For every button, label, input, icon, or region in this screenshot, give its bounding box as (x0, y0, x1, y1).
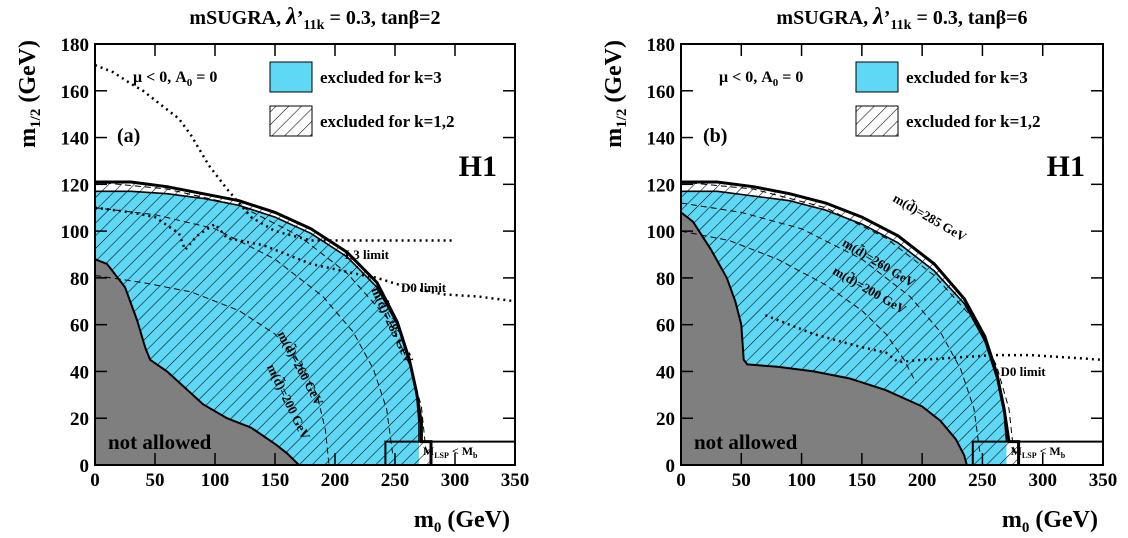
legend-swatch-k12 (855, 105, 899, 137)
h1-logo: H1 (1047, 150, 1085, 183)
parameter-label: μ < 0, A0 = 0 (133, 69, 217, 89)
y-tick-label: 40 (656, 362, 675, 383)
squark-285-contour (681, 181, 1015, 454)
y-tick-label: 180 (61, 35, 90, 56)
panel-b: 0 50 100 150 200 250 300 350 0 20 40 60 80 100 120 140 1… (601, 4, 1118, 536)
y-axis-title: m1/2 (GeV) (601, 40, 630, 148)
mlsp-boundary (384, 440, 515, 465)
legend-swatch-k3 (855, 61, 899, 93)
parameter-label: μ < 0, A0 = 0 (719, 69, 803, 89)
y-tick-label: 140 (61, 129, 90, 150)
y-tick-label: 120 (61, 175, 90, 196)
x-tick-label: 50 (146, 470, 165, 491)
x-tick-label: 0 (90, 470, 100, 491)
legend-swatch-k3 (269, 61, 313, 93)
x-tick-label: 350 (1089, 470, 1118, 491)
y-axis-title: m1/2 (GeV) (15, 40, 44, 148)
x-tick-label: 200 (908, 470, 937, 491)
y-tick-label: 100 (61, 222, 90, 243)
y-tick-label: 180 (647, 35, 676, 56)
panel-letter: (b) (703, 125, 727, 147)
not-allowed-label: not allowed (108, 430, 212, 454)
x-tick-label: 200 (321, 470, 350, 491)
x-tick-label: 250 (381, 470, 410, 491)
plot-area (95, 63, 515, 465)
y-tick-label: 20 (656, 409, 675, 430)
legend-label-k3: excluded for k=3 (906, 68, 1028, 87)
legend-label-k12: excluded for k=1,2 (320, 112, 455, 131)
panel-a: 0 50 100 150 200 250 300 350 0 20 40 60 80 100 120 140 1… (15, 4, 530, 536)
y-tick-label: 40 (70, 362, 89, 383)
x-axis-title: m0 (GeV) (1002, 507, 1098, 533)
x-tick-label: 250 (968, 470, 997, 491)
y-tick-label: 160 (647, 82, 676, 103)
d0-limit-label: D0 limit (401, 280, 447, 295)
plot-area (681, 180, 1103, 465)
excluded-boundary (681, 180, 1021, 465)
x-tick-label: 100 (787, 470, 816, 491)
x-tick-label: 150 (261, 470, 290, 491)
y-tick-label: 100 (647, 222, 676, 243)
excluded-boundary (95, 180, 433, 465)
squark-260-contour (95, 207, 394, 454)
squark-200-contour (95, 275, 330, 465)
mlsp-boundary (971, 440, 1103, 465)
h1-logo: H1 (459, 150, 497, 183)
y-tick-label: 0 (80, 456, 90, 477)
squark-285-contour (95, 181, 427, 454)
panel-letter: (a) (117, 125, 140, 147)
y-tick-label: 0 (666, 456, 676, 477)
squark-260-contour (681, 202, 981, 454)
mlsp-label: MLSP < Mb (423, 444, 478, 460)
x-tick-label: 150 (848, 470, 877, 491)
chart-title: mSUGRA, λ’11k = 0.3, tanβ=2 (189, 4, 440, 33)
plot-frame (94, 43, 516, 466)
y-tick-label: 20 (70, 409, 89, 430)
excluded-k3-boundary (681, 190, 1008, 442)
mlsp-label: MLSP < Mb (1011, 444, 1066, 460)
l3-limit-label: L3 limit (345, 247, 390, 262)
y-tick-label: 120 (647, 175, 676, 196)
y-tick-label: 140 (647, 129, 676, 150)
x-tick-label: 300 (441, 470, 470, 491)
y-tick-label: 80 (70, 269, 89, 290)
x-tick-label: 0 (676, 470, 686, 491)
legend-label-k12: excluded for k=1,2 (906, 112, 1041, 131)
x-tick-label: 300 (1028, 470, 1057, 491)
d0-limit-label: D0 limit (1001, 364, 1047, 379)
x-axis-title: m0 (GeV) (414, 507, 510, 533)
excluded-k3-boundary (95, 190, 420, 442)
x-tick-label: 50 (732, 470, 751, 491)
squark-contour-label: m(d̃)=285 GeV (891, 190, 970, 244)
chart-title: mSUGRA, λ’11k = 0.3, tanβ=6 (776, 4, 1027, 33)
x-tick-label: 100 (201, 470, 230, 491)
x-tick-label: 350 (501, 470, 530, 491)
y-tick-label: 80 (656, 269, 675, 290)
not-allowed-region (681, 211, 968, 465)
y-tick-label: 60 (656, 316, 675, 337)
legend-label-k3: excluded for k=3 (320, 68, 442, 87)
y-tick-label: 160 (61, 82, 90, 103)
plot-frame (680, 43, 1104, 466)
not-allowed-label: not allowed (694, 430, 798, 454)
y-tick-label: 60 (70, 316, 89, 337)
legend-swatch-k12 (269, 105, 313, 137)
